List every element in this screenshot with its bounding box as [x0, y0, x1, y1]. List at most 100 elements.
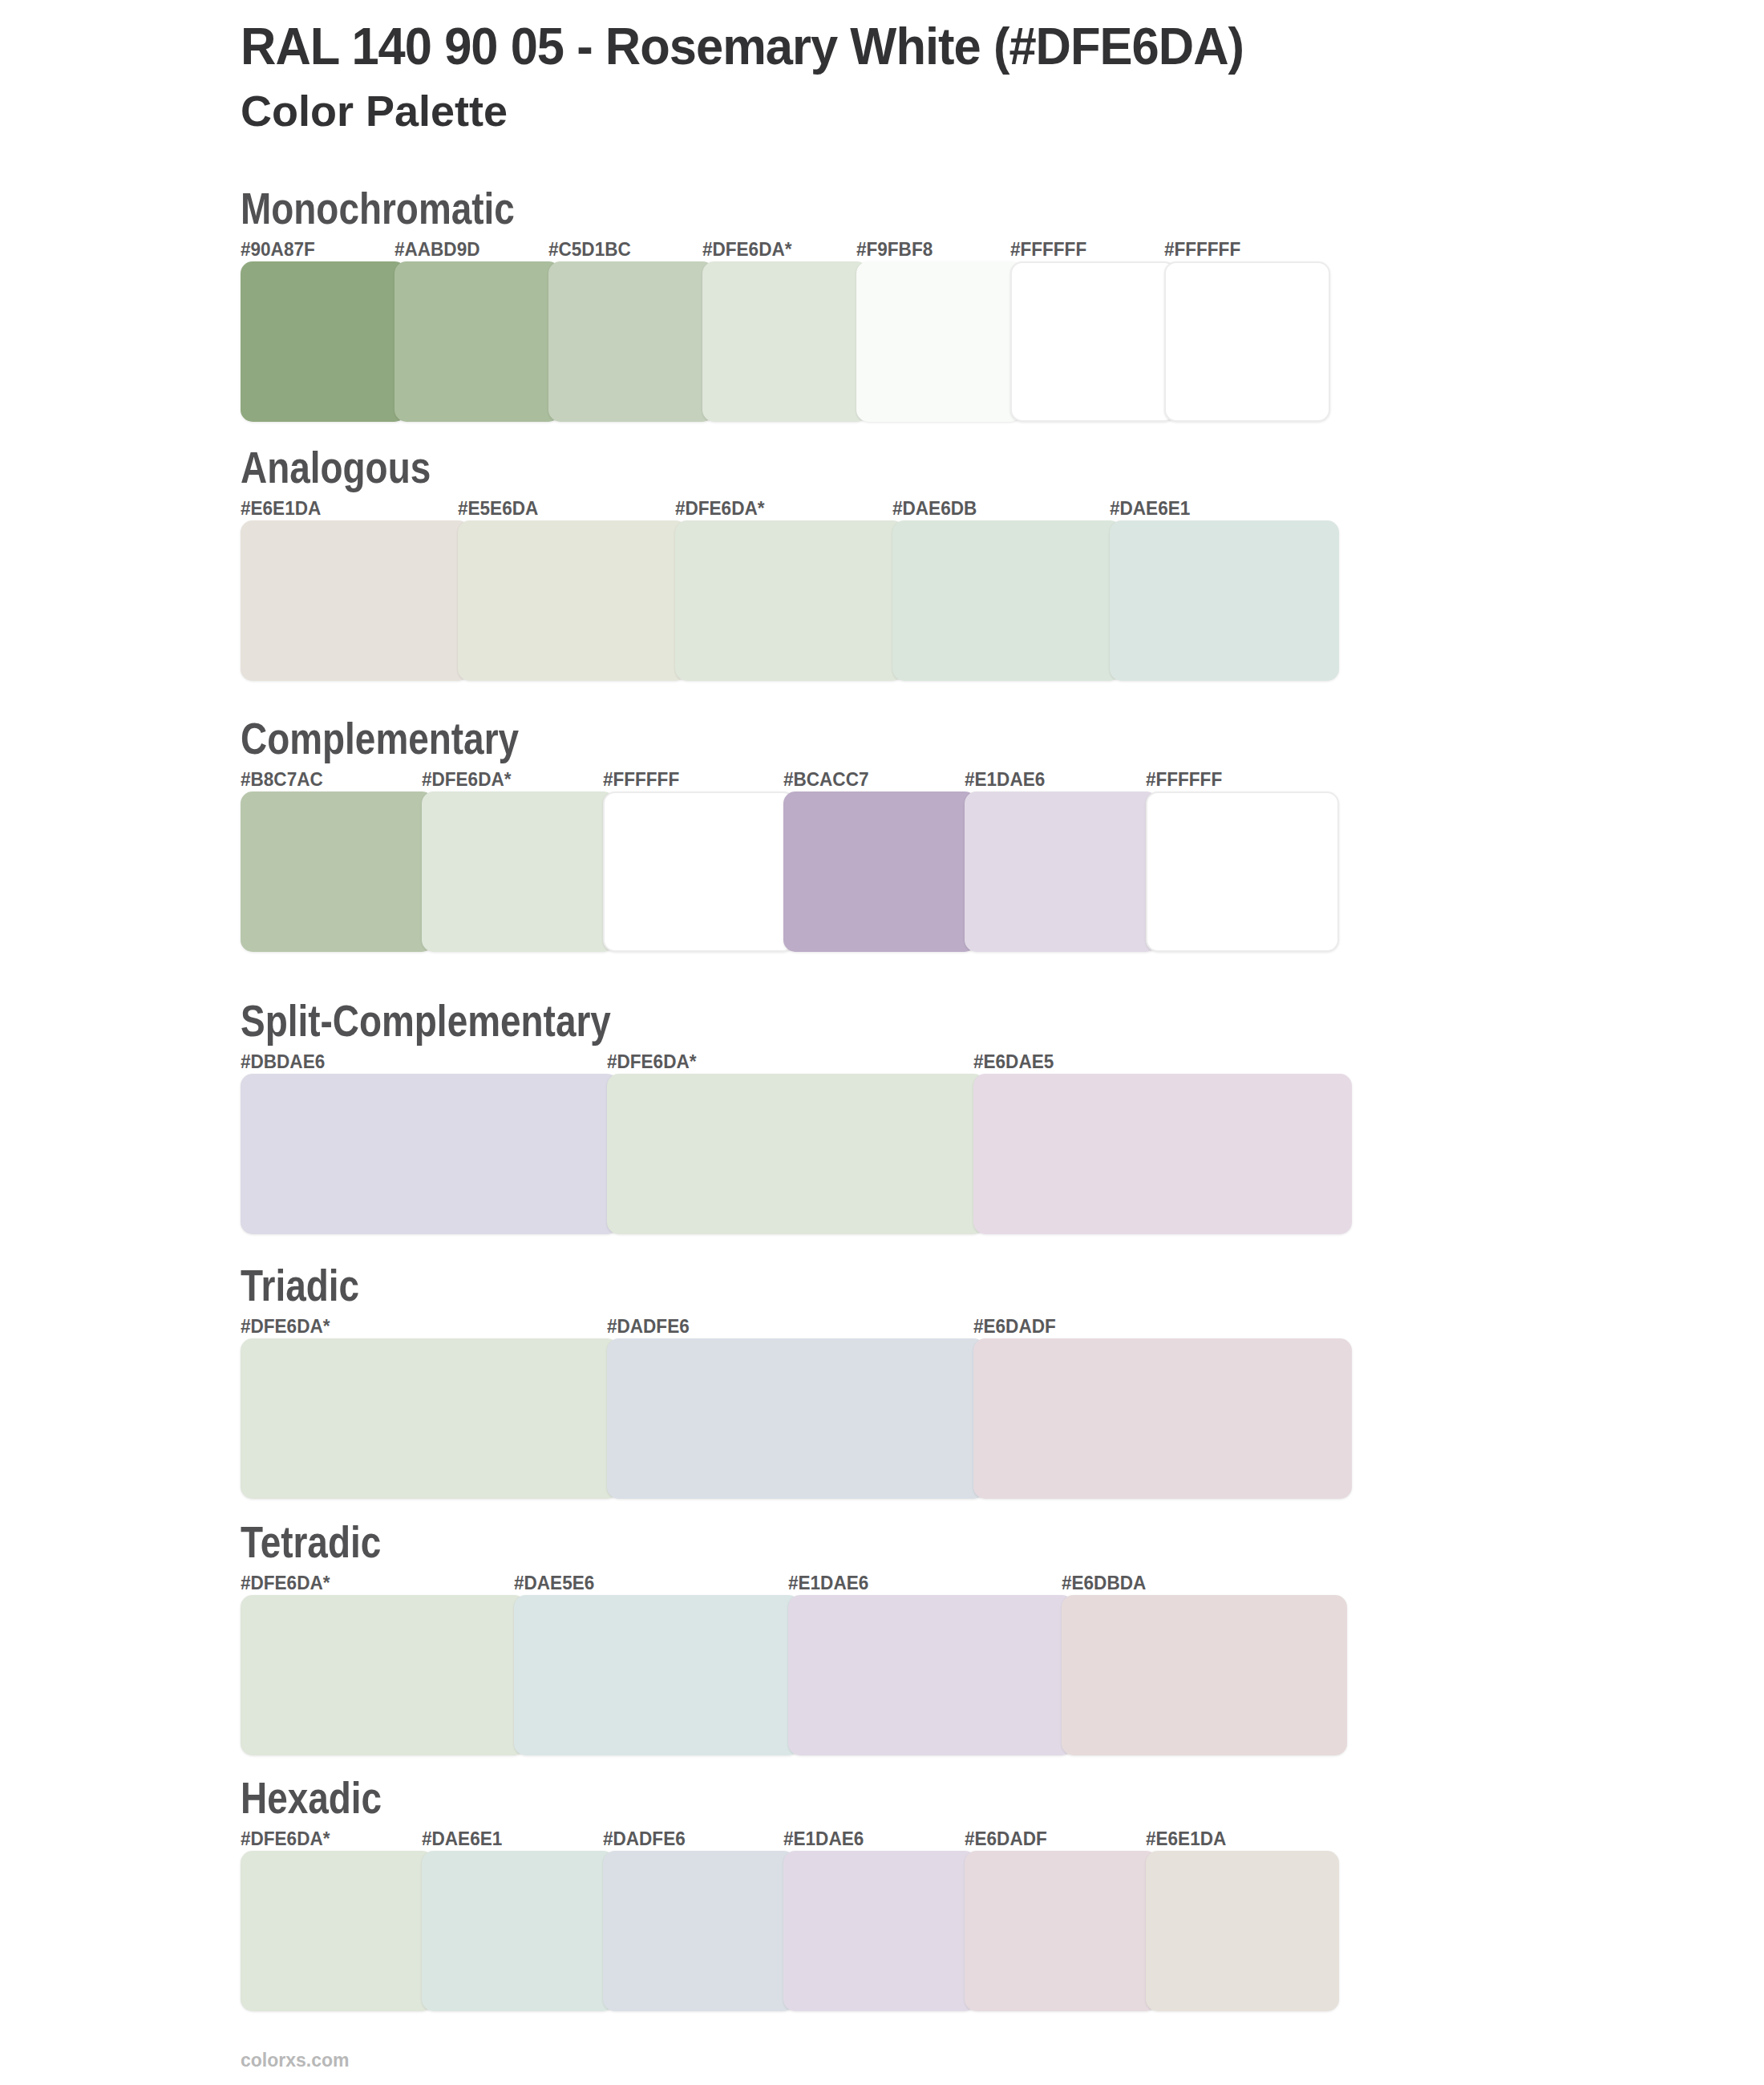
hex-label: #E6DBDA [1062, 1574, 1335, 1593]
hex-label-row: #90A87F#AABD9D#C5D1BC#DFE6DA*#F9FBF8#FFF… [241, 241, 1764, 259]
hex-label: #F9FBF8 [856, 241, 1010, 259]
hex-label-row: #DFE6DA*#DAE6E1#DADFE6#E1DAE6#E6DADF#E6E… [241, 1830, 1764, 1848]
hex-label: #FFFFFF [603, 771, 784, 789]
section-hexadic: Hexadic #DFE6DA*#DAE6E1#DADFE6#E1DAE6#E6D… [241, 1775, 1764, 2011]
swatch-row [241, 791, 1764, 952]
color-swatch[interactable] [1146, 791, 1339, 952]
section-title-tetradic: Tetradic [241, 1520, 1490, 1565]
hex-label: #E6DAE5 [973, 1053, 1340, 1071]
color-swatch[interactable] [783, 791, 977, 952]
hex-label: #E5E6DA [458, 500, 675, 518]
color-swatch[interactable] [1146, 1851, 1339, 2011]
section-monochromatic: Monochromatic #90A87F#AABD9D#C5D1BC#DFE6D… [241, 186, 1764, 422]
hex-label: #E6E1DA [241, 500, 458, 518]
hex-label: #DAE6DB [892, 500, 1110, 518]
hex-label: #DFE6DA* [241, 1574, 514, 1593]
color-swatch[interactable] [973, 1074, 1352, 1234]
color-swatch[interactable] [892, 520, 1122, 681]
section-complementary: Complementary #B8C7AC#DFE6DA*#FFFFFF#BCAC… [241, 716, 1764, 952]
color-swatch[interactable] [675, 520, 904, 681]
color-swatch[interactable] [241, 791, 434, 952]
hex-label-row: #E6E1DA#E5E6DA#DFE6DA*#DAE6DB#DAE6E1 [241, 500, 1764, 518]
hex-label: #DAE6E1 [422, 1830, 603, 1848]
color-swatch[interactable] [241, 1851, 434, 2011]
page-content: RAL 140 90 05 - Rosemary White (#DFE6DA)… [0, 0, 1764, 2071]
swatch-row [241, 1595, 1764, 1755]
color-swatch[interactable] [241, 520, 470, 681]
hex-label: #DFE6DA* [241, 1318, 607, 1336]
hex-label: #DADFE6 [607, 1318, 973, 1336]
color-swatch[interactable] [422, 1851, 615, 2011]
palette-sections: Monochromatic#90A87F#AABD9D#C5D1BC#DFE6D… [241, 186, 1764, 2011]
swatch-row [241, 261, 1764, 422]
color-swatch[interactable] [422, 791, 615, 952]
color-swatch[interactable] [241, 1074, 619, 1234]
color-swatch[interactable] [1010, 261, 1176, 422]
hex-label: #E1DAE6 [965, 771, 1146, 789]
hex-label: #DFE6DA* [241, 1830, 422, 1848]
swatch-row [241, 1074, 1764, 1234]
page-subtitle: Color Palette [241, 89, 1764, 132]
hex-label: #E6DADF [973, 1318, 1340, 1336]
page-title: RAL 140 90 05 - Rosemary White (#DFE6DA) [241, 18, 1703, 75]
hex-label: #E1DAE6 [783, 1830, 965, 1848]
color-swatch[interactable] [1110, 520, 1339, 681]
hex-label-row: #DBDAE6#DFE6DA*#E6DAE5 [241, 1053, 1764, 1071]
section-split-complementary: Split-Complementary #DBDAE6#DFE6DA*#E6DAE… [241, 998, 1764, 1234]
hex-label: #DFE6DA* [702, 241, 856, 259]
hex-label: #DBDAE6 [241, 1053, 607, 1071]
color-swatch[interactable] [514, 1595, 799, 1755]
hex-label: #E6DADF [965, 1830, 1146, 1848]
color-swatch[interactable] [603, 791, 796, 952]
color-swatch[interactable] [973, 1338, 1352, 1499]
color-swatch[interactable] [702, 261, 868, 422]
hex-label-row: #DFE6DA*#DAE5E6#E1DAE6#E6DBDA [241, 1574, 1764, 1593]
section-title-split-complementary: Split-Complementary [241, 998, 1490, 1043]
footer-link[interactable]: colorxs.com [241, 2050, 1764, 2071]
color-swatch[interactable] [241, 1338, 619, 1499]
color-swatch[interactable] [965, 791, 1158, 952]
color-swatch[interactable] [607, 1074, 985, 1234]
section-title-analogous: Analogous [241, 445, 1490, 490]
section-triadic: Triadic #DFE6DA*#DADFE6#E6DADF [241, 1263, 1764, 1499]
swatch-row [241, 520, 1764, 681]
section-title-triadic: Triadic [241, 1263, 1490, 1308]
color-swatch[interactable] [607, 1338, 985, 1499]
color-swatch[interactable] [603, 1851, 796, 2011]
hex-label: #B8C7AC [241, 771, 422, 789]
color-swatch[interactable] [783, 1851, 977, 2011]
hex-label: #DADFE6 [603, 1830, 784, 1848]
hex-label: #DFE6DA* [607, 1053, 973, 1071]
swatch-row [241, 1851, 1764, 2011]
color-swatch[interactable] [856, 261, 1022, 422]
hex-label: #BCACC7 [783, 771, 965, 789]
color-swatch[interactable] [1164, 261, 1330, 422]
color-swatch[interactable] [458, 520, 687, 681]
color-swatch[interactable] [965, 1851, 1158, 2011]
hex-label-row: #DFE6DA*#DADFE6#E6DADF [241, 1318, 1764, 1336]
color-swatch[interactable] [1062, 1595, 1347, 1755]
hex-label: #DFE6DA* [422, 771, 603, 789]
section-title-complementary: Complementary [241, 716, 1490, 761]
hex-label: #90A87F [241, 241, 394, 259]
color-swatch[interactable] [241, 261, 407, 422]
hex-label: #DFE6DA* [675, 500, 892, 518]
hex-label-row: #B8C7AC#DFE6DA*#FFFFFF#BCACC7#E1DAE6#FFF… [241, 771, 1764, 789]
hex-label: #AABD9D [394, 241, 548, 259]
hex-label: #DAE5E6 [514, 1574, 787, 1593]
hex-label: #FFFFFF [1164, 241, 1318, 259]
hex-label: #E1DAE6 [788, 1574, 1062, 1593]
section-title-monochromatic: Monochromatic [241, 186, 1490, 231]
color-swatch[interactable] [394, 261, 560, 422]
swatch-row [241, 1338, 1764, 1499]
section-analogous: Analogous #E6E1DA#E5E6DA#DFE6DA*#DAE6DB#D… [241, 445, 1764, 681]
section-tetradic: Tetradic #DFE6DA*#DAE5E6#E1DAE6#E6DBDA [241, 1520, 1764, 1755]
color-swatch[interactable] [788, 1595, 1074, 1755]
hex-label: #FFFFFF [1010, 241, 1164, 259]
hex-label: #DAE6E1 [1110, 500, 1327, 518]
color-swatch[interactable] [548, 261, 714, 422]
color-swatch[interactable] [241, 1595, 526, 1755]
hex-label: #C5D1BC [548, 241, 702, 259]
section-title-hexadic: Hexadic [241, 1775, 1490, 1820]
hex-label: #E6E1DA [1146, 1830, 1327, 1848]
